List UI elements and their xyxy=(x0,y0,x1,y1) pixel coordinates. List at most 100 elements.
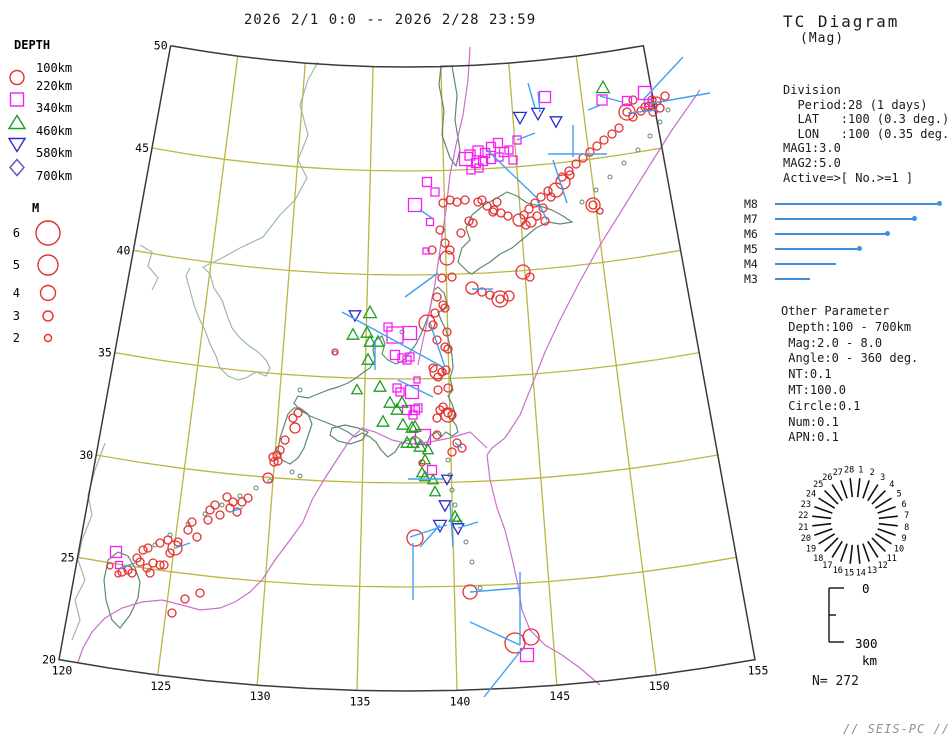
mag-arrow-label: M3 xyxy=(744,272,758,286)
division-line: Division xyxy=(783,83,841,97)
epicenter-square xyxy=(407,197,423,213)
epicenter-circle xyxy=(429,364,445,380)
distance-scalebar: 0 300 km xyxy=(828,581,878,668)
epicenter-circle xyxy=(163,535,173,545)
division-line: MAG2:5.0 xyxy=(783,155,841,170)
epicenter-square xyxy=(405,352,415,362)
epicenter-square xyxy=(430,187,440,197)
epicenter-circle xyxy=(439,250,455,266)
epicenter-square xyxy=(395,387,405,397)
active-cell-line xyxy=(469,587,521,593)
division-line: Active=>[ No.>=1 ] xyxy=(783,170,914,185)
clock-day-label: 26 xyxy=(822,473,832,483)
graticule-parallel xyxy=(96,454,718,484)
epicenter-circle xyxy=(440,238,450,248)
lat-label: 35 xyxy=(98,346,112,360)
epicenter-triangle-up xyxy=(360,325,374,338)
clock-tick xyxy=(878,522,898,527)
epicenter-triangle-up xyxy=(428,485,442,497)
active-cell-line xyxy=(454,442,463,449)
mag-arrow-label: M4 xyxy=(744,257,758,271)
epicenter-triangle-up xyxy=(405,420,419,433)
epicenter-circle xyxy=(215,510,225,520)
island-dot xyxy=(297,473,303,479)
mag-arrow-label: M8 xyxy=(744,197,758,211)
epicenter-circle xyxy=(495,294,505,304)
epicenter-circle xyxy=(592,141,602,151)
active-cell-line xyxy=(527,82,536,109)
depth-diamond-icon xyxy=(9,158,25,177)
lon-label: 155 xyxy=(748,664,769,678)
clock-tick xyxy=(862,480,870,499)
epicenter-circle xyxy=(441,365,451,375)
active-cell-line xyxy=(536,199,548,221)
epicenter-triangle-up xyxy=(421,443,435,455)
epicenter-square xyxy=(389,349,401,361)
epicenter-triangle-up xyxy=(350,383,364,395)
epicenter-triangle-down xyxy=(451,523,465,536)
epicenter-circle xyxy=(512,213,526,227)
island-dot xyxy=(593,187,599,193)
coastline-continent xyxy=(185,61,319,381)
mag-legend-circle xyxy=(43,333,53,343)
epicenter-triangle-up xyxy=(361,352,375,365)
active-cell-line xyxy=(341,311,444,368)
island-dot xyxy=(579,199,585,205)
island-dot xyxy=(202,511,208,517)
epicenter-circle xyxy=(159,560,169,570)
graticule-parallel xyxy=(133,249,681,276)
clock-day-label: 23 xyxy=(801,500,811,510)
clock-tick xyxy=(814,528,833,536)
epicenter-triangle-up xyxy=(395,395,409,408)
clock-day-label: 6 xyxy=(902,500,907,510)
island-dot xyxy=(452,502,458,508)
active-cell-line xyxy=(457,521,479,529)
clock-tick xyxy=(812,515,832,520)
epicenter-triangle-up xyxy=(390,402,404,415)
epicenter-triangle-up xyxy=(363,334,377,347)
scalebar-unit: km xyxy=(862,653,877,668)
epicenter-circle xyxy=(273,456,283,466)
epicenter-square xyxy=(464,149,476,161)
clock-day-label: 2 xyxy=(870,468,875,478)
island-dot xyxy=(621,160,627,166)
active-cell-line xyxy=(483,647,524,698)
epicenter-circle xyxy=(477,195,487,205)
epicenter-circle xyxy=(183,525,193,535)
epicenter-circle xyxy=(269,457,279,467)
epicenter-triangle-down xyxy=(512,111,528,126)
epicenter-triangle-up xyxy=(376,414,390,427)
clock-day-label: 14 xyxy=(856,569,866,579)
epicenter-square xyxy=(538,90,552,104)
epicenter-circle xyxy=(571,159,581,169)
mag-arrow-row: M8 xyxy=(744,196,950,211)
active-cell-line xyxy=(537,91,541,113)
active-cell-line xyxy=(647,92,711,105)
clock-tick xyxy=(814,506,833,514)
epicenter-circle xyxy=(596,207,604,215)
clock-tick xyxy=(856,544,861,564)
division-line: LON :100 (0.35 deg.) xyxy=(783,126,950,141)
depth-legend-label: 340km xyxy=(36,101,72,115)
depth-legend: DEPTH 100km 220km 340km 460km 580km 700km xyxy=(7,38,72,183)
epicenter-circle xyxy=(460,195,470,205)
epicenter-circle xyxy=(167,540,183,556)
depth-legend-label: 100km xyxy=(36,61,72,75)
epicenter-circle xyxy=(428,363,438,373)
epicenter-circle xyxy=(440,303,450,313)
epicenter-triangle-down xyxy=(549,116,563,129)
epicenter-circle xyxy=(237,497,247,507)
clock-day-label: 10 xyxy=(894,545,904,555)
epicenter-triangle-up xyxy=(595,79,611,94)
mag-legend-circle xyxy=(35,220,61,246)
clock-day-label: 18 xyxy=(813,554,823,564)
epicenter-circle xyxy=(195,588,205,598)
division-line: LAT :100 (0.3 deg.) xyxy=(783,112,950,127)
epicenter-circle xyxy=(435,225,445,235)
epicenter-square xyxy=(404,384,420,400)
epicenter-circle xyxy=(546,192,556,202)
epicenter-circle xyxy=(648,107,658,117)
epicenter-circle xyxy=(447,272,457,282)
depth-circle-icon xyxy=(9,69,25,86)
